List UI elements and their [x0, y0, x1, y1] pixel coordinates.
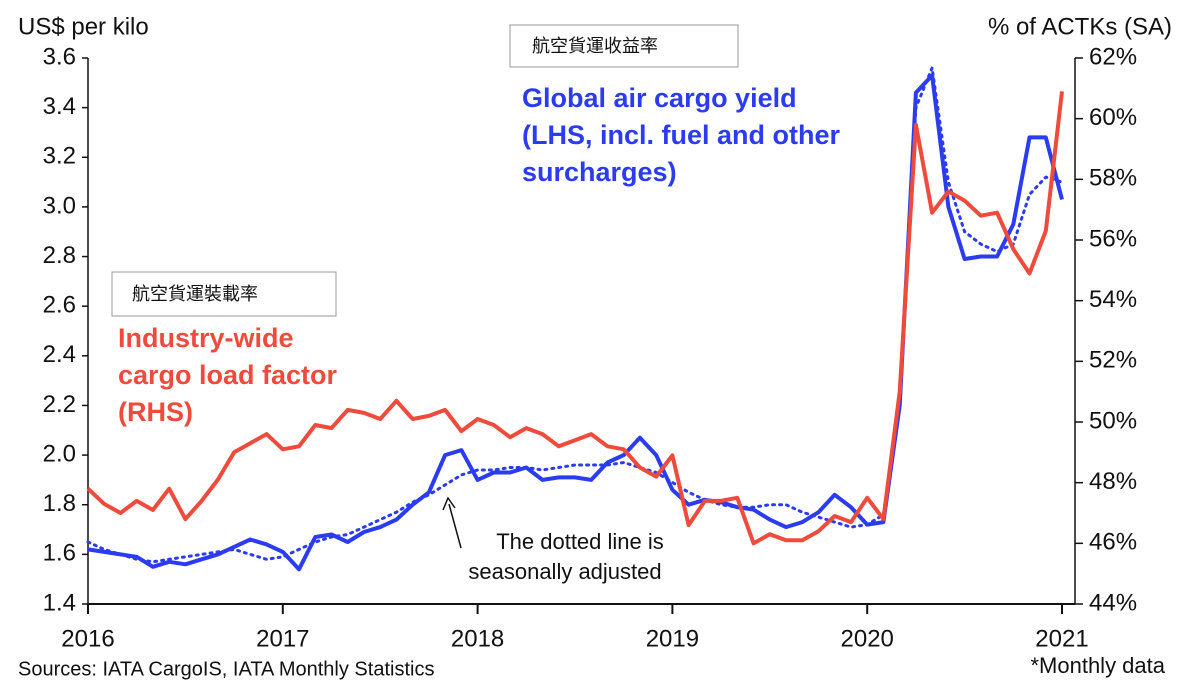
x-tick-label: 2018 — [451, 625, 504, 652]
x-tick-label: 2021 — [1035, 625, 1088, 652]
note: *Monthly data — [1030, 653, 1165, 678]
y-tick-label: 3.4 — [43, 93, 76, 120]
legend-label: Industry-wide — [118, 323, 294, 353]
y-tick-label: 2.0 — [43, 440, 76, 467]
y2-tick-label: 52% — [1089, 347, 1137, 374]
y-tick-label: 3.2 — [43, 143, 76, 170]
x-tick-label: 2019 — [646, 625, 699, 652]
y2-tick-label: 60% — [1089, 104, 1137, 131]
annotation-box — [509, 24, 739, 68]
y2-tick-label: 50% — [1089, 407, 1137, 434]
legend-label: cargo load factor — [118, 360, 338, 390]
y-tick-label: 1.6 — [43, 540, 76, 567]
y2-tick-label: 56% — [1089, 225, 1137, 252]
arrow-head — [442, 496, 456, 511]
source: Sources: IATA CargoIS, IATA Monthly Stat… — [18, 658, 434, 680]
annotation: seasonally adjusted — [468, 559, 661, 584]
y2-tick-label: 62% — [1089, 43, 1137, 70]
y2-tick-label: 48% — [1089, 468, 1137, 495]
y-tick-label: 2.2 — [43, 391, 76, 418]
y2-tick-label: 58% — [1089, 165, 1137, 192]
annotation-box — [111, 271, 337, 317]
y-tick-label: 2.6 — [43, 292, 76, 319]
y-axis-title: US$ per kilo — [18, 13, 149, 40]
y2-tick-label: 46% — [1089, 529, 1137, 556]
y2-axis-title: % of ACTKs (SA) — [988, 13, 1172, 40]
y-tick-label: 3.6 — [43, 43, 76, 70]
y-tick-label: 2.8 — [43, 242, 76, 269]
legend-label: surcharges) — [522, 157, 677, 187]
box-label: 航空貨運收益率 — [532, 36, 658, 57]
x-tick-label: 2020 — [841, 625, 894, 652]
legend-label: (RHS) — [118, 397, 193, 427]
y-tick-label: 1.8 — [43, 490, 76, 517]
y-tick-label: 1.4 — [43, 589, 76, 616]
x-tick-label: 2017 — [256, 625, 309, 652]
box-label: 航空貨運裝載率 — [132, 284, 258, 305]
y2-tick-label: 44% — [1089, 589, 1137, 616]
series-line — [86, 91, 1064, 546]
y-tick-label: 2.4 — [43, 341, 76, 368]
legend-label: Global air cargo yield — [522, 83, 797, 113]
y2-tick-label: 54% — [1089, 286, 1137, 313]
x-tick-label: 2016 — [61, 625, 114, 652]
annotation: The dotted line is — [496, 529, 664, 554]
y-tick-label: 3.0 — [43, 192, 76, 219]
annotation-arrow — [448, 503, 462, 549]
legend-label: (LHS, incl. fuel and other — [522, 120, 841, 150]
